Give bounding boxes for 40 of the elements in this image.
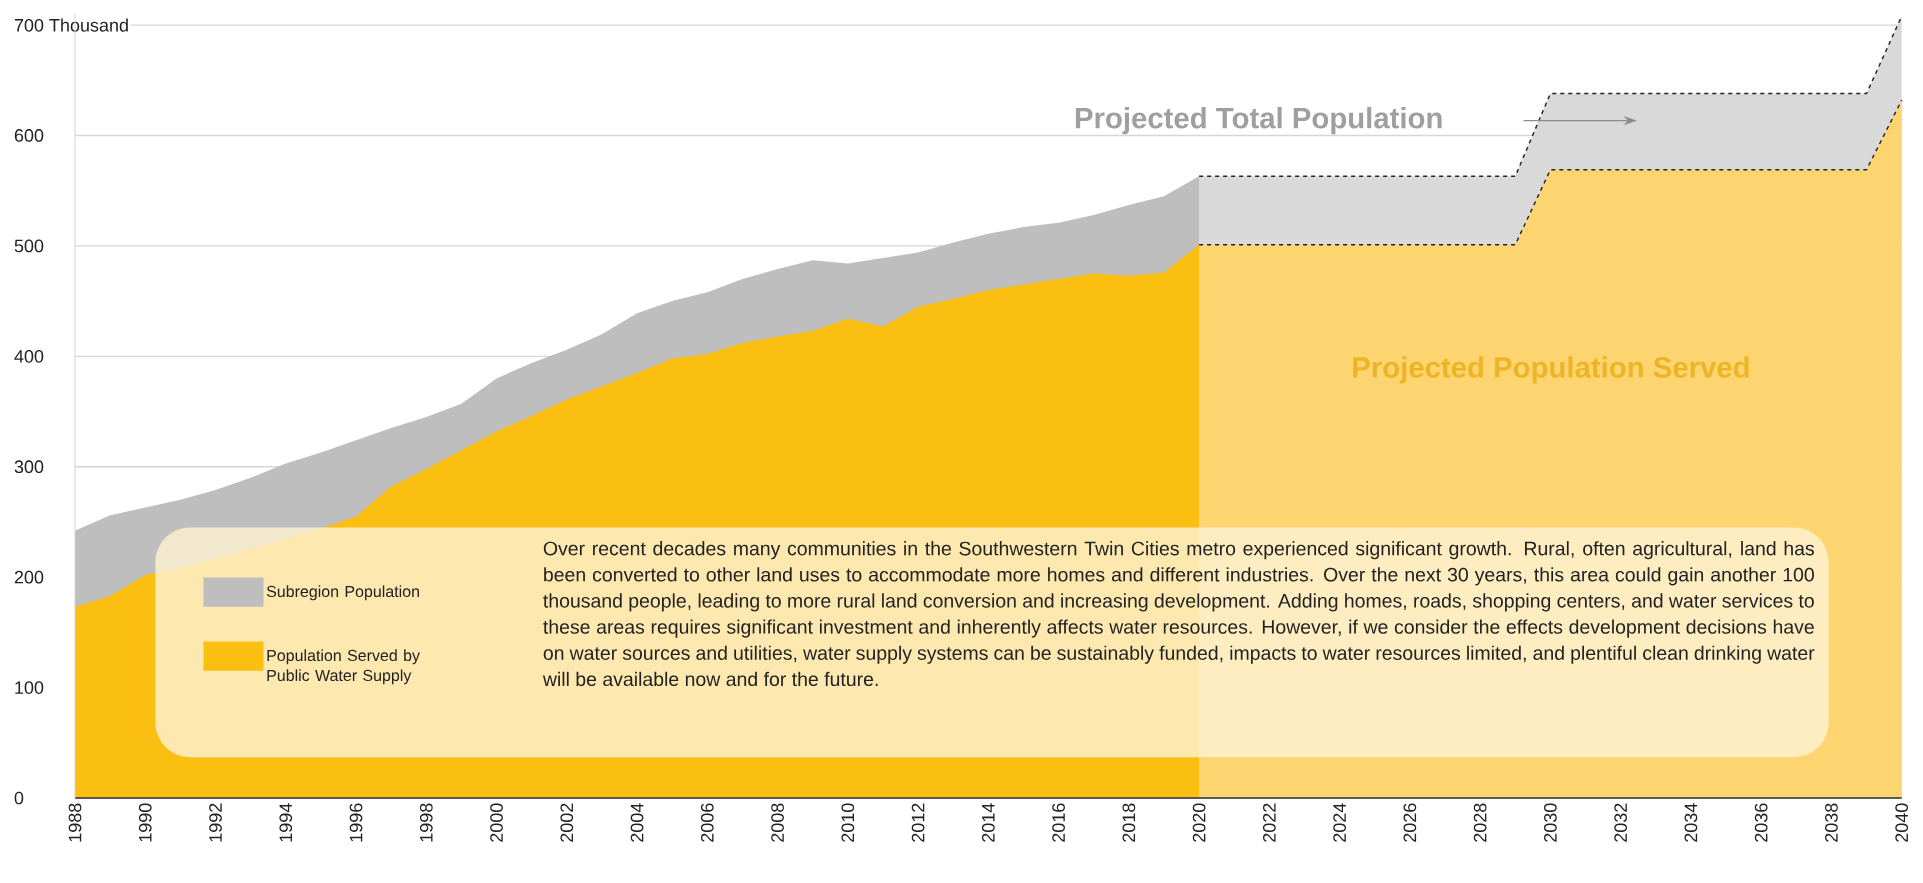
y-tick-label: 300 [14,460,44,474]
y-tick-label: 0 [14,791,24,805]
x-tick-label: 2016 [1052,803,1065,842]
series-label: Projected Population Served [1353,356,1749,384]
x-tick-label: 2014 [981,803,995,842]
x-tick-label: 1992 [209,803,222,842]
y-tick-label: 600 [14,129,44,142]
x-tick-label: 2036 [1754,803,1768,842]
x-tick-label: 2002 [560,803,574,842]
y-tick-label: 200 [14,570,44,584]
x-tick-label: 2030 [1544,803,1557,842]
x-tick-label: 1998 [419,803,433,842]
x-tick-label: 2032 [1614,803,1628,842]
x-tick-label: 2000 [490,803,503,842]
x-tick-label: 1996 [349,803,363,842]
y-tick-label: 100 [15,681,44,694]
x-tick-label: 2034 [1684,803,1698,842]
x-tick-label: 2004 [630,803,644,842]
x-tick-label: 2040 [1895,803,1909,842]
x-tick-label: 2028 [1473,803,1487,842]
x-tick-label: 2020 [1192,803,1206,842]
x-tick-label: 2006 [700,803,714,842]
y-tick-label: 500 [14,239,44,253]
y-tick-label: 400 [14,349,44,363]
x-tick-label: 2018 [1122,803,1136,842]
x-tick-label: 2038 [1825,803,1838,842]
x-tick-label: 1990 [138,803,152,842]
x-tick-label: 2022 [1262,803,1276,842]
x-tick-label: 1994 [279,803,293,842]
x-tick-label: 2024 [1333,803,1346,842]
legend-label: Population Served by Public Water Supply [267,649,420,685]
annotation: Over recent decades many communities in the Southwestern Twin Cities metro experienced significant growth. Rural, often agricultural, land has been converted to other land uses to accommodate more homes and different industries. Over the next 30 years, this area could gain another 100 thousand people, leading to more rural land conversion and increasing development. Adding homes, roads, shopping centers, and water services to these areas requires significant investment and inherently affects water resources. However, if we consider the effects development decisions have on water sources and utilities, water supply systems can be sustainably funded, impacts to water resources limited, and plentiful clean drinking water will be available now and for the future. [542,541,1815,687]
x-tick-label: 1988 [68,803,82,842]
legend-label: Subregion Population [266,585,419,601]
x-tick-label: 2012 [911,803,925,842]
x-tick-label: 2008 [771,803,784,842]
x-tick-label: 2010 [841,803,855,842]
series-label: Projected Total Population [1075,106,1442,135]
x-tick-label: 2026 [1403,803,1417,842]
y-tick-label: 700 Thousand [14,18,128,32]
